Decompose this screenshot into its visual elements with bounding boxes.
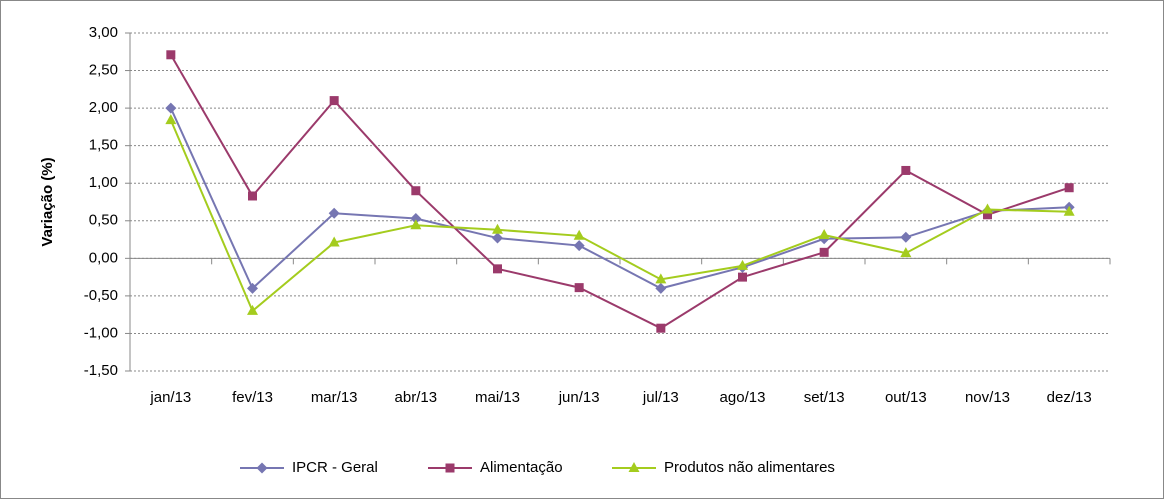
marker xyxy=(818,229,830,240)
marker xyxy=(900,247,912,258)
marker xyxy=(737,259,748,270)
marker xyxy=(410,219,422,230)
y-tick-label: 0,00 xyxy=(89,249,118,266)
y-tick-label: 1,50 xyxy=(89,137,118,154)
marker xyxy=(445,463,455,473)
x-tick-label: set/13 xyxy=(804,389,845,406)
legend-label: IPCR - Geral xyxy=(292,459,378,476)
marker xyxy=(573,240,585,252)
marker xyxy=(656,323,666,333)
marker xyxy=(628,462,640,472)
marker xyxy=(1063,205,1075,216)
x-tick-label: mar/13 xyxy=(311,389,358,406)
marker xyxy=(493,264,502,274)
x-tick-label: jul/13 xyxy=(642,389,679,406)
marker xyxy=(983,210,992,220)
y-tick-label: 3,00 xyxy=(89,24,118,41)
x-tick-label: abr/13 xyxy=(395,389,438,406)
marker xyxy=(328,236,340,247)
marker xyxy=(738,272,747,282)
legend-label: Produtos não alimentares xyxy=(664,459,835,476)
series-line xyxy=(169,107,1070,291)
y-tick-label: -1,00 xyxy=(84,324,118,341)
x-tick-label: mai/13 xyxy=(475,389,520,406)
marker xyxy=(655,282,667,294)
marker xyxy=(166,50,176,60)
series-line xyxy=(169,54,1070,330)
marker xyxy=(655,273,667,284)
y-tick-label: -0,50 xyxy=(84,287,118,304)
marker xyxy=(1064,183,1074,193)
marker xyxy=(328,207,340,219)
y-tick-label: 2,00 xyxy=(89,99,118,116)
x-tick-label: jan/13 xyxy=(149,389,191,406)
marker xyxy=(256,462,268,474)
y-axis-title: Variação (%) xyxy=(39,157,56,246)
x-tick-label: dez/13 xyxy=(1047,389,1092,406)
x-tick-label: nov/13 xyxy=(965,389,1010,406)
marker xyxy=(247,304,258,315)
y-tick-label: 1,00 xyxy=(89,174,118,191)
x-tick-label: out/13 xyxy=(885,389,927,406)
marker xyxy=(248,191,257,201)
x-tick-label: fev/13 xyxy=(232,389,273,406)
marker xyxy=(900,231,912,243)
marker xyxy=(982,203,993,214)
marker xyxy=(410,213,422,225)
marker xyxy=(247,282,258,294)
marker xyxy=(165,114,177,125)
marker xyxy=(573,229,585,240)
marker xyxy=(574,283,584,293)
marker xyxy=(165,102,177,114)
y-tick-label: 2,50 xyxy=(89,62,118,79)
series-line xyxy=(169,119,1070,313)
legend-label: Alimentação xyxy=(480,459,563,476)
marker xyxy=(819,247,829,257)
marker xyxy=(492,223,503,234)
marker xyxy=(901,165,911,175)
y-tick-label: 0,50 xyxy=(89,212,118,229)
x-tick-label: jun/13 xyxy=(558,389,600,406)
x-tick-label: ago/13 xyxy=(720,389,766,406)
marker xyxy=(492,232,503,244)
marker xyxy=(329,96,339,106)
y-tick-label: -1,50 xyxy=(84,362,118,379)
marker xyxy=(411,186,421,196)
